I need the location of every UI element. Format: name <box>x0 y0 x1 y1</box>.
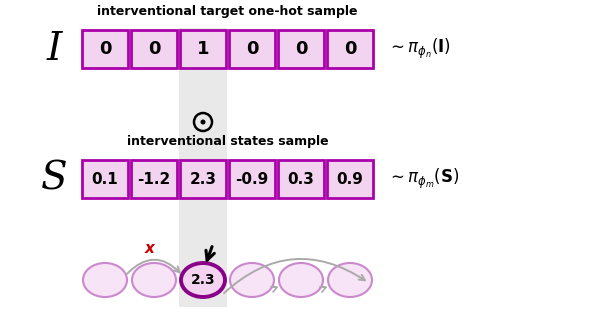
Text: 0: 0 <box>246 40 258 58</box>
FancyBboxPatch shape <box>82 30 128 68</box>
FancyBboxPatch shape <box>327 160 373 198</box>
Ellipse shape <box>328 263 372 297</box>
Text: 0: 0 <box>99 40 112 58</box>
FancyBboxPatch shape <box>278 160 324 198</box>
Ellipse shape <box>279 263 323 297</box>
FancyBboxPatch shape <box>180 160 226 198</box>
Text: 0: 0 <box>344 40 356 58</box>
Text: 0.3: 0.3 <box>287 172 314 186</box>
FancyBboxPatch shape <box>180 30 226 68</box>
Ellipse shape <box>132 263 176 297</box>
Text: -0.9: -0.9 <box>235 172 268 186</box>
Text: -1.2: -1.2 <box>137 172 171 186</box>
Ellipse shape <box>181 263 225 297</box>
Text: $\sim\pi_{\phi_n}(\mathbf{I})$: $\sim\pi_{\phi_n}(\mathbf{I})$ <box>387 37 451 61</box>
Text: interventional states sample: interventional states sample <box>127 135 328 148</box>
Ellipse shape <box>83 263 127 297</box>
Circle shape <box>201 119 205 125</box>
Text: 0: 0 <box>295 40 307 58</box>
FancyBboxPatch shape <box>278 30 324 68</box>
Text: 0.9: 0.9 <box>336 172 363 186</box>
Text: S: S <box>41 160 67 197</box>
Text: I: I <box>46 31 62 68</box>
Text: $\sim\pi_{\phi_m}(\mathbf{S})$: $\sim\pi_{\phi_m}(\mathbf{S})$ <box>387 167 460 191</box>
Text: x: x <box>145 241 155 255</box>
FancyBboxPatch shape <box>229 30 275 68</box>
Ellipse shape <box>230 263 274 297</box>
Text: 0.1: 0.1 <box>91 172 119 186</box>
FancyBboxPatch shape <box>229 160 275 198</box>
Bar <box>179 28 227 307</box>
FancyBboxPatch shape <box>131 160 177 198</box>
Text: interventional target one-hot sample: interventional target one-hot sample <box>97 5 358 18</box>
FancyBboxPatch shape <box>131 30 177 68</box>
FancyBboxPatch shape <box>327 30 373 68</box>
Text: 2.3: 2.3 <box>191 273 215 287</box>
Text: 0: 0 <box>148 40 160 58</box>
FancyBboxPatch shape <box>82 160 128 198</box>
Text: 2.3: 2.3 <box>189 172 217 186</box>
Text: 1: 1 <box>196 40 209 58</box>
